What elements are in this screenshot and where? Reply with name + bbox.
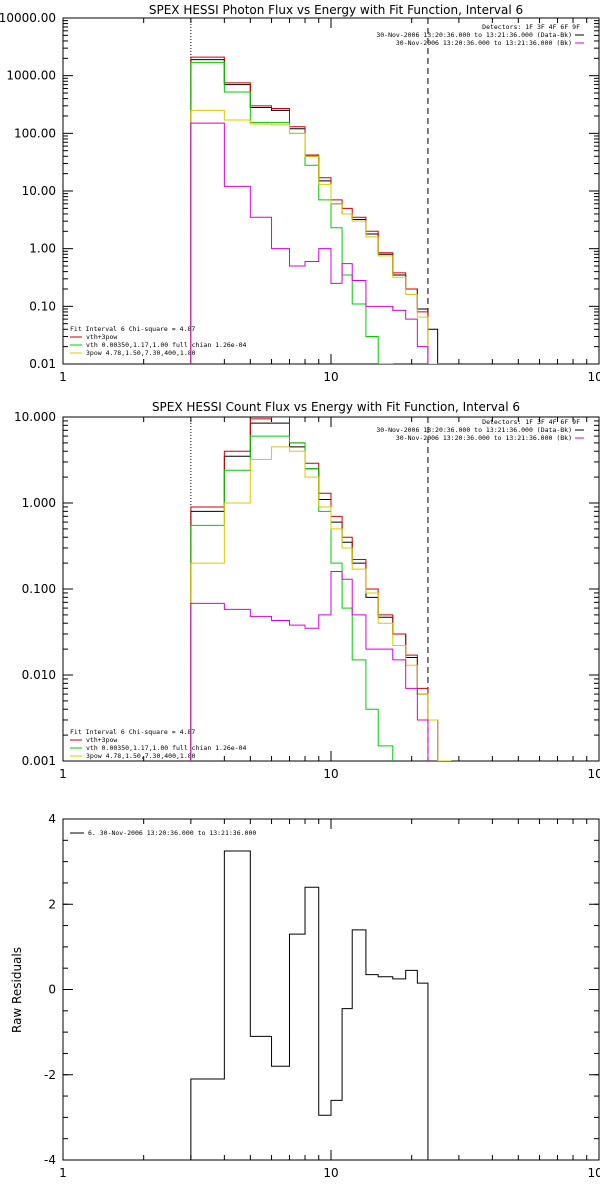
count-flux-y-tick-label: 1.000: [22, 496, 56, 510]
photon-flux-x-tick-label: 10: [323, 370, 338, 384]
count-flux-data-interval-label: 30-Nov-2006 13:20:36.000 to 13:21:36.000…: [376, 426, 572, 434]
count-flux-legend-vth-3pow: vth+3pow: [86, 736, 117, 744]
count-flux-bk-interval-label: 30-Nov-2006 13:20:36.000 to 13:21:36.000…: [396, 434, 572, 442]
photon-flux-y-tick-label: 10000.00: [0, 11, 56, 25]
count-flux-panel: SPEX HESSI Count Flux vs Energy with Fit…: [70, 400, 584, 760]
count-flux-detectors-label: Detectors: 1F 3F 4F 6F 9F: [482, 418, 580, 426]
photon-flux-y-tick-label: 100.00: [14, 126, 56, 140]
count-flux-x-tick-label: 100: [588, 767, 600, 781]
count-flux-plot: 1 10 100 0.001 0.010 0.100 1.000 10.000: [14, 410, 600, 781]
residuals-y-tick-label: -2: [44, 1068, 56, 1082]
photon-flux-title: SPEX HESSI Photon Flux vs Energy with Fi…: [149, 3, 523, 17]
residuals-series-0: [190, 850, 429, 1160]
photon-flux-bk-interval-label: 30-Nov-2006 13:20:36.000 to 13:21:36.000…: [396, 39, 572, 47]
count-flux-x-tick-label: 10: [323, 767, 338, 781]
residuals-y-tick-label: 0: [48, 983, 56, 997]
count-flux-y-tick-label: 10.000: [14, 410, 56, 424]
photon-flux-x-tick-label: 1: [59, 370, 67, 384]
residuals-x-tick-label: 100: [588, 1166, 600, 1180]
photon-flux-y-tick-label: 0.10: [29, 299, 56, 313]
residuals-x-tick-label: 1: [59, 1166, 67, 1180]
residuals-legend-label: 6. 30-Nov-2006 13:20:36.000 to 13:21:36.…: [88, 829, 256, 837]
residuals-y-tick-label: 4: [48, 812, 56, 826]
residuals-y-tick-label: -4: [44, 1153, 56, 1167]
photon-flux-legend-vth-3pow: vth+3pow: [86, 333, 117, 341]
residuals-y-tick-label: 2: [48, 897, 56, 911]
residuals-ylabel: Raw Residuals: [10, 947, 24, 1033]
count-flux-series-group: [190, 417, 452, 761]
photon-flux-y-tick-label: 10.00: [22, 184, 56, 198]
photon-flux-y-tick-label: 0.01: [29, 357, 56, 371]
residuals-legend: 6. 30-Nov-2006 13:20:36.000 to 13:21:36.…: [70, 829, 256, 837]
photon-flux-series-group: [190, 56, 439, 364]
residuals-panel: Raw Residuals 6. 30-Nov-2006 13:20:36.00…: [10, 829, 256, 1033]
photon-flux-series-4: [190, 122, 429, 364]
count-flux-legend: Fit Interval 6 Chi-square = 4.87 vth+3po…: [70, 728, 247, 760]
photon-flux-y-tick-label: 1.00: [29, 242, 56, 256]
photon-flux-panel: SPEX HESSI Photon Flux vs Energy with Fi…: [70, 3, 584, 357]
photon-flux-legend-title: Fit Interval 6 Chi-square = 4.87: [70, 325, 195, 333]
count-flux-title: SPEX HESSI Count Flux vs Energy with Fit…: [152, 400, 520, 414]
photon-flux-x-tick-label: 100: [588, 370, 600, 384]
residuals-series-group: [190, 850, 429, 1160]
count-flux-y-tick-label: 0.010: [22, 668, 56, 682]
photon-flux-header: Detectors: 1F 3F 4F 6F 9F 30-Nov-2006 13…: [376, 23, 584, 47]
residuals-plot: 1 10 100 -4 -2 0 2 4: [44, 812, 600, 1180]
count-flux-series-4: [190, 570, 429, 761]
photon-flux-series-2: [190, 61, 394, 364]
count-flux-legend-title: Fit Interval 6 Chi-square = 4.87: [70, 728, 195, 736]
count-flux-y-tick-label: 0.100: [22, 582, 56, 596]
photon-flux-series-3: [190, 109, 439, 364]
count-flux-header: Detectors: 1F 3F 4F 6F 9F 30-Nov-2006 13…: [376, 418, 584, 442]
photon-flux-y-tick-label: 1000.00: [6, 69, 56, 83]
count-flux-legend-vth: vth 0.00350,1.17,1.00 full chian 1.26e-0…: [86, 744, 247, 752]
photon-flux-legend-vth: vth 0.00350,1.17,1.00 full chian 1.26e-0…: [86, 341, 247, 349]
photon-flux-legend: Fit Interval 6 Chi-square = 4.87 vth+3po…: [70, 325, 247, 357]
residuals-x-tick-label: 10: [323, 1166, 338, 1180]
count-flux-x-tick-label: 1: [59, 767, 67, 781]
count-flux-legend-3pow: 3pow 4.78,1.50,7.30,400,1.80: [86, 752, 196, 760]
photon-flux-detectors-label: Detectors: 1F 3F 4F 6F 9F: [482, 23, 580, 31]
count-flux-y-tick-label: 0.001: [22, 754, 56, 768]
photon-flux-plot: 1 10 100 0.01 0.10 1.00 10.00 100.00 1000.00 1000…: [0, 11, 600, 384]
photon-flux-data-interval-label: 30-Nov-2006 13:20:36.000 to 13:21:36.000…: [376, 31, 572, 39]
photon-flux-legend-3pow: 3pow 4.78,1.50,7.30,400,1.80: [86, 349, 196, 357]
